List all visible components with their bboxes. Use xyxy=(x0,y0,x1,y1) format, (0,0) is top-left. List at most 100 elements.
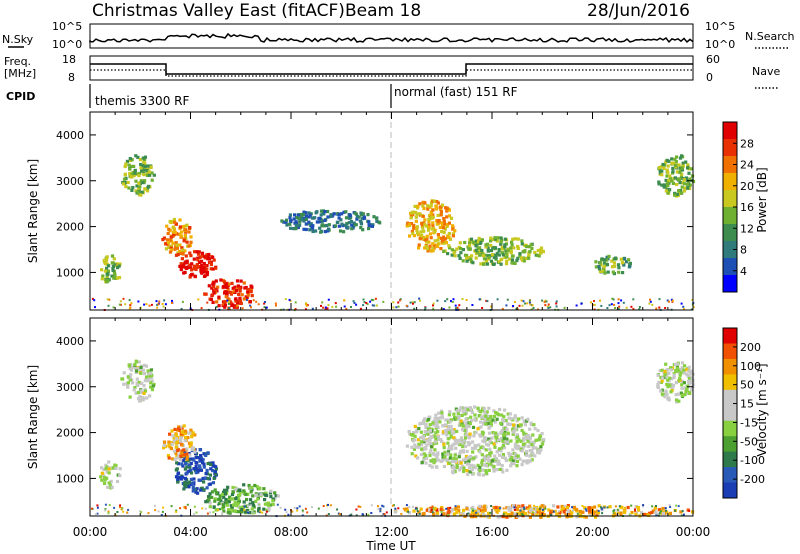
heatmap-cell xyxy=(513,512,517,516)
heatmap-cell xyxy=(208,501,212,505)
heatmap-cell xyxy=(183,249,187,253)
heatmap-cell xyxy=(677,369,681,373)
heatmap-cell xyxy=(479,262,483,266)
heatmap-cell xyxy=(167,440,171,444)
heatmap-cell xyxy=(495,251,499,256)
heatmap-cell xyxy=(640,511,644,515)
heatmap-cell xyxy=(481,254,485,258)
heatmap-cell xyxy=(422,229,426,233)
heatmap-cell xyxy=(149,165,153,170)
heatmap-cell xyxy=(128,167,132,171)
heatmap-cell xyxy=(134,189,138,193)
heatmap-cell xyxy=(410,229,414,234)
heatmap-cell xyxy=(457,509,461,513)
colorbar-tick-label: 24 xyxy=(740,159,754,172)
heatmap-cell xyxy=(486,249,490,253)
colorbar-segment xyxy=(723,190,737,208)
heatmap-cell xyxy=(451,224,455,228)
heatmap-cell xyxy=(198,448,203,452)
heatmap-cell xyxy=(148,173,152,177)
heatmap-cell xyxy=(419,230,423,234)
heatmap-cell xyxy=(661,509,665,513)
colorbar-tick-label: -50 xyxy=(740,435,758,448)
heatmap-cell xyxy=(496,515,500,519)
heatmap-cell xyxy=(194,471,198,475)
heatmap-cell xyxy=(234,509,238,513)
heatmap-cell xyxy=(422,438,426,442)
heatmap-cell xyxy=(107,264,111,268)
heatmap-cell xyxy=(344,223,348,227)
heatmap-cell xyxy=(295,216,299,220)
velocity-panel-bg xyxy=(90,318,693,516)
heatmap-cell xyxy=(107,460,111,464)
heatmap-cell xyxy=(538,251,543,255)
heatmap-cell xyxy=(414,507,417,510)
heatmap-cell xyxy=(235,279,240,283)
heatmap-cell xyxy=(138,399,142,403)
heatmap-cell xyxy=(450,300,452,303)
heatmap-cell xyxy=(513,508,516,511)
heatmap-cell xyxy=(455,510,459,514)
heatmap-cell xyxy=(231,490,235,494)
colorbar-tick-label: -200 xyxy=(740,473,765,486)
heatmap-cell xyxy=(478,409,482,413)
heatmap-cell xyxy=(680,166,684,170)
heatmap-cell xyxy=(660,510,662,513)
heatmap-cell xyxy=(496,236,500,240)
heatmap-cell xyxy=(498,447,502,451)
heatmap-cell xyxy=(674,509,677,512)
heatmap-cell xyxy=(121,507,124,510)
heatmap-cell xyxy=(414,445,418,449)
heatmap-cell xyxy=(296,509,299,512)
heatmap-cell xyxy=(105,470,109,474)
heatmap-cell xyxy=(113,506,116,509)
heatmap-cell xyxy=(432,513,436,517)
heatmap-cell xyxy=(482,455,487,459)
heatmap-cell xyxy=(217,304,221,308)
heatmap-cell xyxy=(227,297,231,301)
heatmap-cell xyxy=(513,506,516,509)
heatmap-cell xyxy=(202,270,206,274)
heatmap-cell xyxy=(444,300,447,303)
heatmap-cell xyxy=(502,436,506,440)
heatmap-cell xyxy=(520,513,523,515)
heatmap-cell xyxy=(133,365,137,369)
heatmap-cell xyxy=(212,505,216,509)
heatmap-cell xyxy=(104,467,108,471)
heatmap-cell xyxy=(442,464,446,469)
heatmap-cell xyxy=(423,218,427,222)
heatmap-cell xyxy=(195,250,199,254)
heatmap-cell xyxy=(425,443,429,447)
heatmap-cell xyxy=(516,444,520,448)
heatmap-cell xyxy=(208,257,212,261)
heatmap-cell xyxy=(284,220,288,225)
heatmap-cell xyxy=(164,247,168,251)
heatmap-cell xyxy=(200,307,203,310)
heatmap-cell xyxy=(311,307,314,310)
heatmap-cell xyxy=(501,455,505,459)
heatmap-cell xyxy=(420,233,424,237)
heatmap-cell xyxy=(503,243,507,247)
heatmap-cell xyxy=(485,442,489,446)
heatmap-cell xyxy=(622,263,626,267)
heatmap-cell xyxy=(203,476,207,480)
heatmap-cell xyxy=(429,210,433,214)
heatmap-cell xyxy=(153,504,156,507)
heatmap-cell xyxy=(505,255,509,259)
heatmap-cell xyxy=(542,513,546,517)
heatmap-cell xyxy=(431,213,435,217)
heatmap-cell xyxy=(214,491,218,495)
heatmap-cell xyxy=(458,468,462,472)
heatmap-cell xyxy=(441,430,445,434)
heatmap-cell xyxy=(163,299,166,302)
heatmap-cell xyxy=(310,226,315,230)
heatmap-cell xyxy=(433,228,437,232)
heatmap-cell xyxy=(131,186,135,190)
heatmap-cell xyxy=(610,303,613,306)
heatmap-cell xyxy=(412,302,414,305)
heatmap-cell xyxy=(688,183,692,187)
heatmap-cell xyxy=(441,235,446,239)
heatmap-cell xyxy=(554,509,557,512)
heatmap-cell xyxy=(489,249,494,253)
heatmap-cell xyxy=(213,499,217,503)
